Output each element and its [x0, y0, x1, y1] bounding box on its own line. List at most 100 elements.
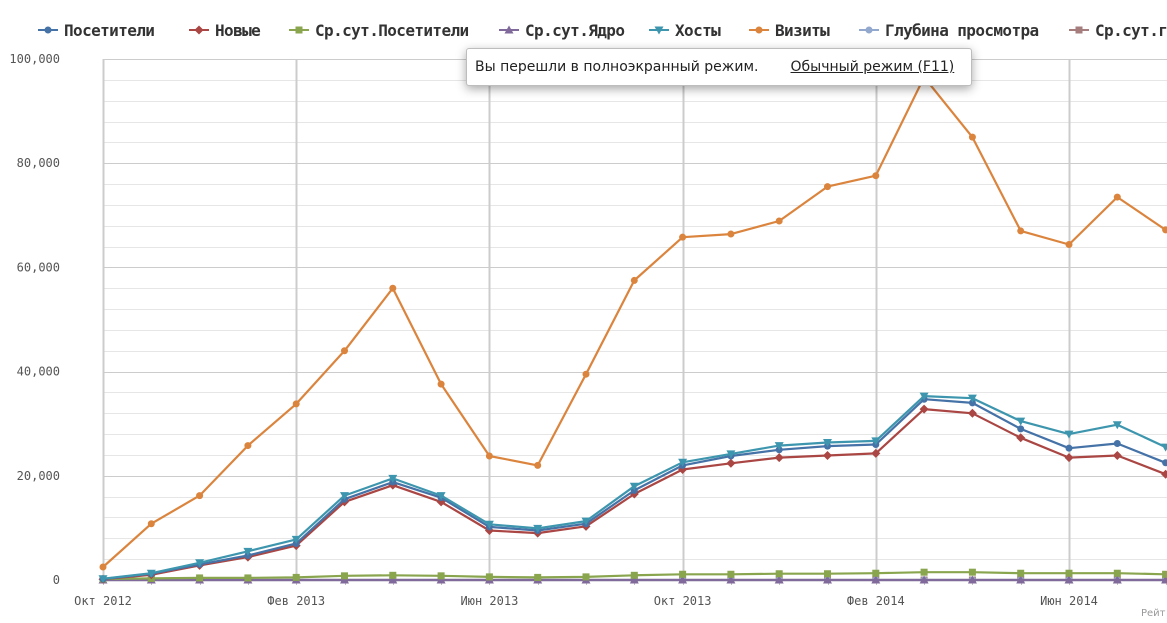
series-5-point — [389, 284, 397, 292]
series-2-point — [679, 570, 687, 578]
series-5-point — [582, 370, 590, 378]
series-4-point — [98, 575, 108, 584]
series-5-point — [679, 233, 687, 241]
legend-marker-icon — [189, 25, 209, 35]
series-2-point — [389, 571, 397, 579]
series-5-point — [1065, 240, 1073, 248]
legend-item[interactable]: Ср.сут.Ядро — [499, 19, 625, 41]
series-1-point — [1112, 450, 1122, 460]
legend-item[interactable]: Визиты — [749, 19, 830, 41]
series-2-point — [630, 571, 638, 579]
series-2-point — [244, 574, 252, 582]
legend-marker-point — [654, 26, 664, 35]
legend-marker-point — [504, 25, 514, 34]
fullscreen-notification: Вы перешли в полноэкранный режим. Обычны… — [466, 48, 972, 86]
series-5-point — [1162, 226, 1167, 234]
series-0-point — [1065, 444, 1073, 452]
series-5-point — [824, 183, 831, 191]
legend-label: Визиты — [775, 20, 830, 40]
series-1-point — [919, 404, 929, 414]
legend-label: Ср.сут.Посетители — [315, 20, 469, 40]
series-2-point — [968, 568, 976, 576]
series-4-point — [436, 492, 446, 501]
y-tick-label: 40,000 — [17, 365, 60, 379]
x-tick-label: Фев 2013 — [267, 594, 325, 608]
series-4-point — [726, 450, 736, 459]
legend-marker-icon — [749, 26, 769, 34]
legend-marker-point — [1075, 26, 1083, 34]
exit-fullscreen-link[interactable]: Обычный режим (F11) — [790, 59, 955, 75]
series-4-point — [195, 559, 205, 568]
series-1-point — [823, 450, 832, 460]
series-5-point — [244, 442, 252, 450]
series-4-point — [967, 394, 977, 403]
legend-item[interactable]: Глубина просмотра — [859, 19, 1039, 41]
series-0-point — [968, 399, 976, 407]
legend-marker-icon — [1069, 26, 1089, 34]
series-5-point — [1017, 227, 1025, 235]
series-2-point — [341, 572, 348, 580]
series-5-point — [99, 563, 107, 571]
y-tick-label: 20,000 — [17, 469, 60, 483]
legend-item[interactable]: Ср.сут.Посетители — [289, 19, 469, 41]
legend-label: Новые — [215, 20, 261, 40]
series-3-point — [678, 575, 688, 584]
x-tick-label: Окт 2013 — [654, 594, 712, 608]
chart-legend: Посетители Новые Ср.сут.Посетители Ср.сут.Я… — [0, 0, 1167, 58]
series-2-point — [872, 569, 880, 577]
legend-item[interactable]: Новые — [189, 19, 261, 41]
series-1 — [98, 404, 1167, 584]
series-4-point — [146, 569, 156, 578]
series-4-point — [581, 517, 591, 526]
series-4-point — [388, 474, 398, 483]
series-3-point — [1016, 575, 1026, 584]
series-3-point — [919, 575, 929, 584]
legend-marker-icon — [289, 26, 309, 34]
legend-marker-point — [194, 25, 204, 35]
legend-label: Глубина просмотра — [885, 20, 1039, 40]
series-2-point — [534, 573, 542, 581]
series-1-point — [774, 453, 784, 463]
y-tick-label: 100,000 — [9, 52, 60, 66]
series-3-point — [388, 575, 398, 584]
series-4-point — [871, 437, 881, 446]
series-2-point — [196, 574, 204, 582]
series-4-point — [291, 535, 301, 544]
series-3-point — [1112, 575, 1122, 584]
y-tick-label: 60,000 — [17, 260, 60, 274]
series-4-point — [919, 392, 929, 401]
series-5-point — [341, 347, 348, 355]
legend-marker-icon — [38, 26, 58, 34]
legend-item[interactable]: Посетители — [38, 19, 155, 41]
legend-label: Ср.сут.Ядро — [525, 20, 625, 40]
series-4-point — [823, 438, 832, 447]
series-4-point — [243, 547, 253, 556]
legend-marker-point — [44, 26, 52, 34]
legend-item[interactable]: Хосты — [649, 19, 721, 41]
legend-item[interactable]: Ср.сут.гл — [1069, 19, 1167, 41]
legend-marker-point — [755, 26, 763, 34]
series-4-point — [774, 442, 784, 451]
series-0-point — [1017, 425, 1025, 433]
y-tick-label: 0 — [53, 573, 60, 587]
series-2-point — [485, 573, 493, 581]
fullscreen-message: Вы перешли в полноэкранный режим. — [475, 59, 759, 75]
series-2-point — [775, 570, 783, 578]
series-3-point — [1064, 575, 1074, 584]
series-5-point — [1113, 193, 1121, 201]
series-2-point — [292, 573, 300, 581]
x-tick-label: Июн 2014 — [1040, 594, 1098, 608]
series-3-point — [871, 575, 881, 584]
legend-label: Посетители — [64, 20, 155, 40]
series-2-point — [1065, 569, 1073, 577]
series-3-point — [340, 575, 349, 584]
series-3-point — [436, 575, 446, 584]
legend-marker-icon — [859, 26, 879, 34]
series-5-point — [147, 520, 155, 528]
series-1-point — [1016, 433, 1026, 443]
series-4-point — [678, 458, 688, 467]
series-3-point — [774, 575, 784, 584]
series-1-point — [1064, 453, 1074, 463]
series-2-point — [920, 568, 928, 576]
